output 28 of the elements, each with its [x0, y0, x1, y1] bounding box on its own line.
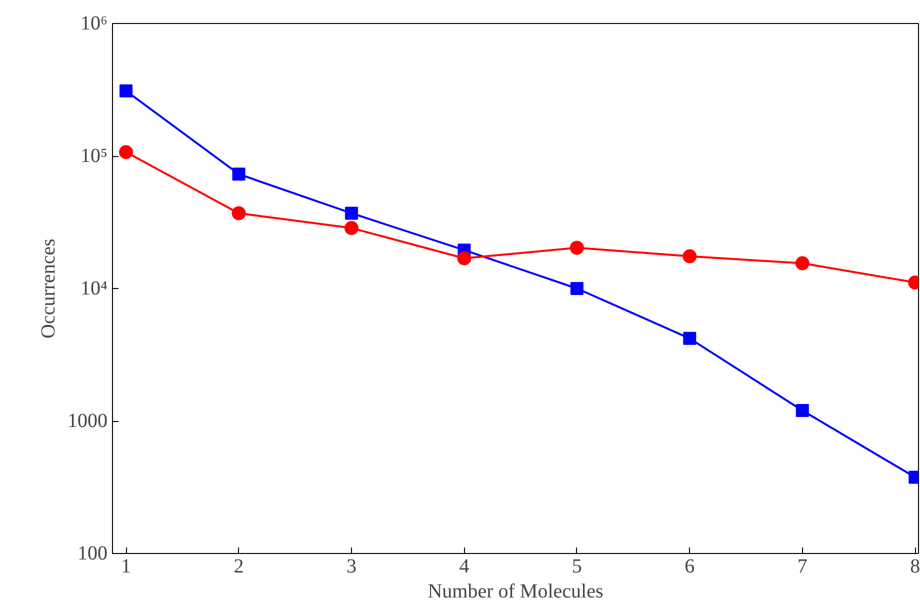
point: [119, 145, 134, 160]
y-tick-label: 10⁶: [80, 12, 108, 34]
point: [570, 240, 584, 255]
y-tick-label: 10⁵: [80, 145, 108, 167]
point: [120, 84, 133, 98]
x-tick-label: 5: [572, 556, 582, 578]
point: [457, 251, 472, 266]
point: [232, 206, 246, 220]
point: [683, 332, 696, 345]
point: [344, 221, 358, 236]
x-tick-label: 4: [459, 556, 470, 578]
point: [682, 249, 697, 264]
x-tick-label: 1: [121, 556, 132, 578]
point: [570, 282, 584, 295]
point: [232, 168, 246, 181]
x-tick-label: 8: [910, 556, 920, 578]
x-tick-label: 2: [234, 556, 244, 578]
x-tick-label: 3: [346, 556, 356, 578]
y-axis-title: Occurrences: [38, 238, 60, 338]
x-axis-title: Number of Molecules: [428, 580, 604, 602]
y-tick-label: 10⁴: [80, 278, 108, 300]
y-tick-label: 100: [78, 542, 108, 564]
y-tick-label: 1000: [68, 410, 108, 432]
point: [796, 404, 809, 418]
point: [344, 206, 358, 220]
point: [795, 256, 810, 270]
x-tick-label: 7: [797, 556, 808, 578]
x-tick-label: 6: [684, 556, 695, 578]
